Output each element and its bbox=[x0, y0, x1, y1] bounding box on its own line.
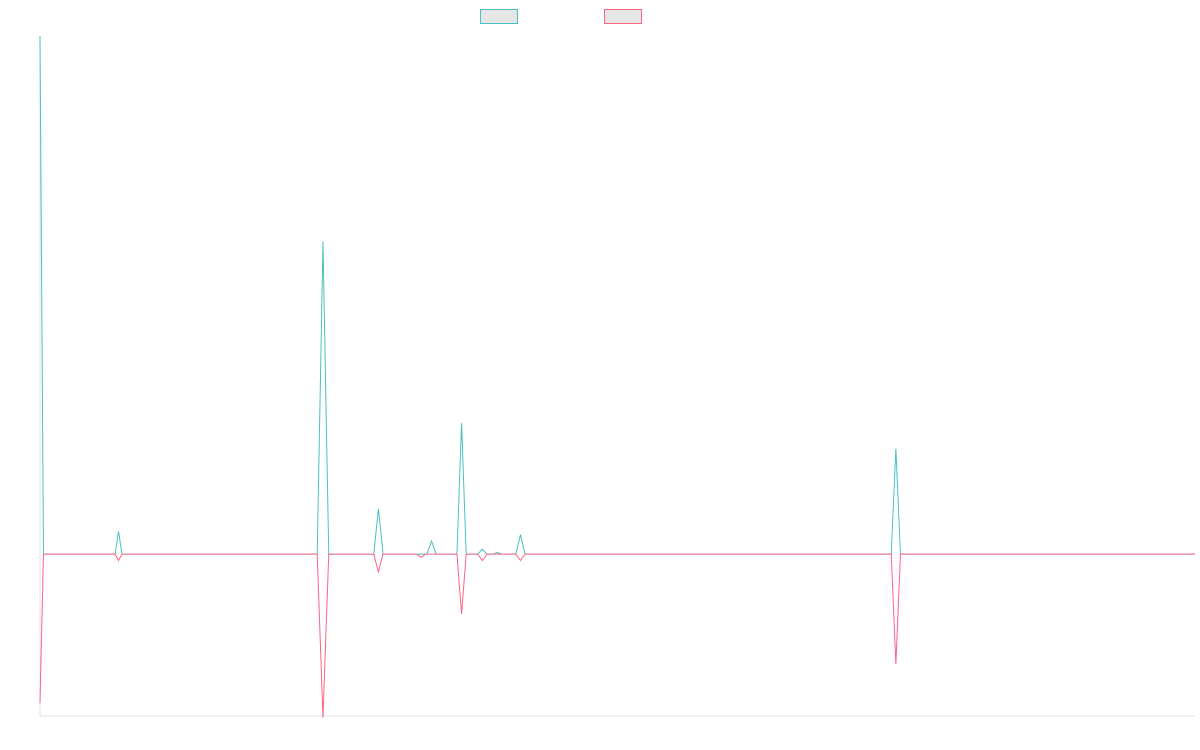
series-2-point-5[interactable] bbox=[120, 552, 124, 556]
series-1-point-25[interactable] bbox=[518, 533, 522, 537]
series-2-point-23[interactable] bbox=[523, 552, 527, 556]
series-1-point-16[interactable] bbox=[460, 421, 464, 425]
series-2-point-16[interactable] bbox=[460, 612, 464, 616]
series-layer bbox=[38, 34, 1197, 720]
chart-legend bbox=[0, 9, 1200, 27]
series-2-point-15[interactable] bbox=[455, 552, 459, 556]
legend-item-series-1[interactable] bbox=[480, 9, 524, 24]
series-line-2 bbox=[39, 553, 1195, 718]
series-2-point-17[interactable] bbox=[464, 552, 468, 556]
series-2-point-6[interactable] bbox=[315, 552, 319, 556]
series-2-point-21[interactable] bbox=[514, 552, 518, 556]
series-2-point-25[interactable] bbox=[894, 662, 898, 666]
series-2-point-4[interactable] bbox=[117, 559, 121, 563]
series-1-point-7[interactable] bbox=[321, 240, 325, 244]
series-2-point-27[interactable] bbox=[1193, 552, 1197, 556]
series-2-point-26[interactable] bbox=[898, 552, 902, 556]
series-2-point-22[interactable] bbox=[518, 559, 522, 563]
series-2-point-18[interactable] bbox=[476, 552, 480, 556]
series-1-point-28[interactable] bbox=[894, 447, 898, 451]
legend-swatch-series-2 bbox=[604, 9, 642, 24]
series-2-point-24[interactable] bbox=[889, 552, 893, 556]
series-1-point-13[interactable] bbox=[430, 539, 434, 543]
series-1-point-19[interactable] bbox=[480, 547, 484, 551]
series-2-point-12[interactable] bbox=[415, 552, 419, 556]
series-2-point-7[interactable] bbox=[321, 716, 325, 720]
legend-swatch-series-1 bbox=[480, 9, 518, 24]
series-2-point-9[interactable] bbox=[372, 552, 376, 556]
series-1-point-1[interactable] bbox=[38, 34, 42, 38]
series-2-point-19[interactable] bbox=[480, 559, 484, 563]
series-2-point-20[interactable] bbox=[485, 552, 489, 556]
series-2-point-1[interactable] bbox=[38, 701, 42, 705]
series-2-point-8[interactable] bbox=[327, 552, 331, 556]
series-2-point-10[interactable] bbox=[376, 570, 380, 574]
series-2-point-3[interactable] bbox=[113, 552, 117, 556]
series-2-point-13[interactable] bbox=[419, 555, 423, 559]
series-2-point-14[interactable] bbox=[424, 552, 428, 556]
series-2-point-11[interactable] bbox=[381, 552, 385, 556]
series-1-point-4[interactable] bbox=[117, 529, 121, 533]
legend-item-series-2[interactable] bbox=[604, 9, 648, 24]
series-2-point-2[interactable] bbox=[41, 552, 45, 556]
series-1-point-10[interactable] bbox=[376, 507, 380, 511]
series-line-1 bbox=[39, 35, 1195, 555]
